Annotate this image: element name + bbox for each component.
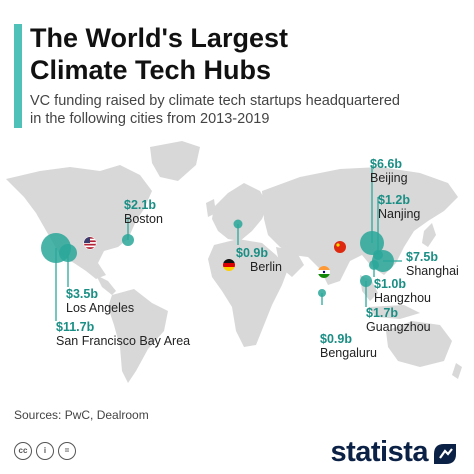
germany-flag-icon xyxy=(223,259,235,271)
statista-logo[interactable]: statista xyxy=(330,436,428,468)
hub-label-los-angeles: $3.5b Los Angeles xyxy=(66,287,134,315)
berlin-bubble xyxy=(233,219,243,229)
land-masses xyxy=(6,141,462,383)
hub-city: Nanjing xyxy=(378,207,421,221)
hub-city: Hangzhou xyxy=(374,291,431,305)
page-subtitle: VC funding raised by climate tech startu… xyxy=(30,93,400,127)
hub-city: Shanghai xyxy=(406,264,459,278)
hub-value: $1.2b xyxy=(378,193,410,207)
hub-city: Los Angeles xyxy=(66,301,135,315)
hub-value: $6.6b xyxy=(370,157,402,171)
hub-value: $11.7b xyxy=(56,320,95,334)
hub-label-hangzhou: $1.0b Hangzhou xyxy=(374,277,431,305)
hub-value: $1.7b xyxy=(366,306,398,320)
hub-city: Boston xyxy=(124,212,163,226)
hub-city: Beijing xyxy=(370,171,408,185)
hub-label-shanghai: $7.5b Shanghai xyxy=(406,250,459,278)
sources-text: Sources: PwC, Dealroom xyxy=(14,408,149,422)
hangzhou-bubble xyxy=(369,260,379,270)
hub-city: San Francisco Bay Area xyxy=(56,334,191,348)
hub-city: Bengaluru xyxy=(320,346,377,360)
attribution-icon[interactable]: i xyxy=(36,442,54,460)
statista-logo-mark-icon xyxy=(434,444,456,464)
guangzhou-bubble xyxy=(360,275,372,287)
hub-label-beijing: $6.6b Beijing xyxy=(370,157,408,185)
page-title: The World's Largest Climate Tech Hubs xyxy=(30,23,288,85)
hub-value: $0.9b xyxy=(320,332,352,346)
world-map xyxy=(6,141,462,383)
hub-label-guangzhou: $1.7b Guangzhou xyxy=(366,306,431,334)
footer: cc i = statista xyxy=(0,430,474,474)
bengaluru-bubble xyxy=(318,289,326,297)
hub-value: $3.5b xyxy=(66,287,98,301)
india-flag-icon xyxy=(318,266,330,278)
hub-label-nanjing: $1.2b Nanjing xyxy=(378,193,420,221)
no-derivatives-icon[interactable]: = xyxy=(58,442,76,460)
hub-city: Guangzhou xyxy=(366,320,431,334)
hub-value: $1.0b xyxy=(374,277,406,291)
hub-value: $2.1b xyxy=(124,198,156,212)
us-flag-icon xyxy=(83,236,97,250)
hub-value: $7.5b xyxy=(406,250,438,264)
hub-label-berlin: $0.9b Berlin xyxy=(236,246,282,274)
sf-bay-area-bubble xyxy=(41,233,71,263)
hub-label-sf-bay-area: $11.7b San Francisco Bay Area xyxy=(56,320,190,348)
accent-bar xyxy=(14,24,22,128)
china-flag-icon xyxy=(334,241,346,253)
boston-bubble xyxy=(122,234,134,246)
cc-license-icon[interactable]: cc xyxy=(14,442,32,460)
hub-label-boston: $2.1b Boston xyxy=(124,198,163,226)
hub-label-bengaluru: $0.9b Bengaluru xyxy=(320,332,377,360)
hub-city: Berlin xyxy=(250,260,282,274)
hub-value: $0.9b xyxy=(236,246,268,260)
